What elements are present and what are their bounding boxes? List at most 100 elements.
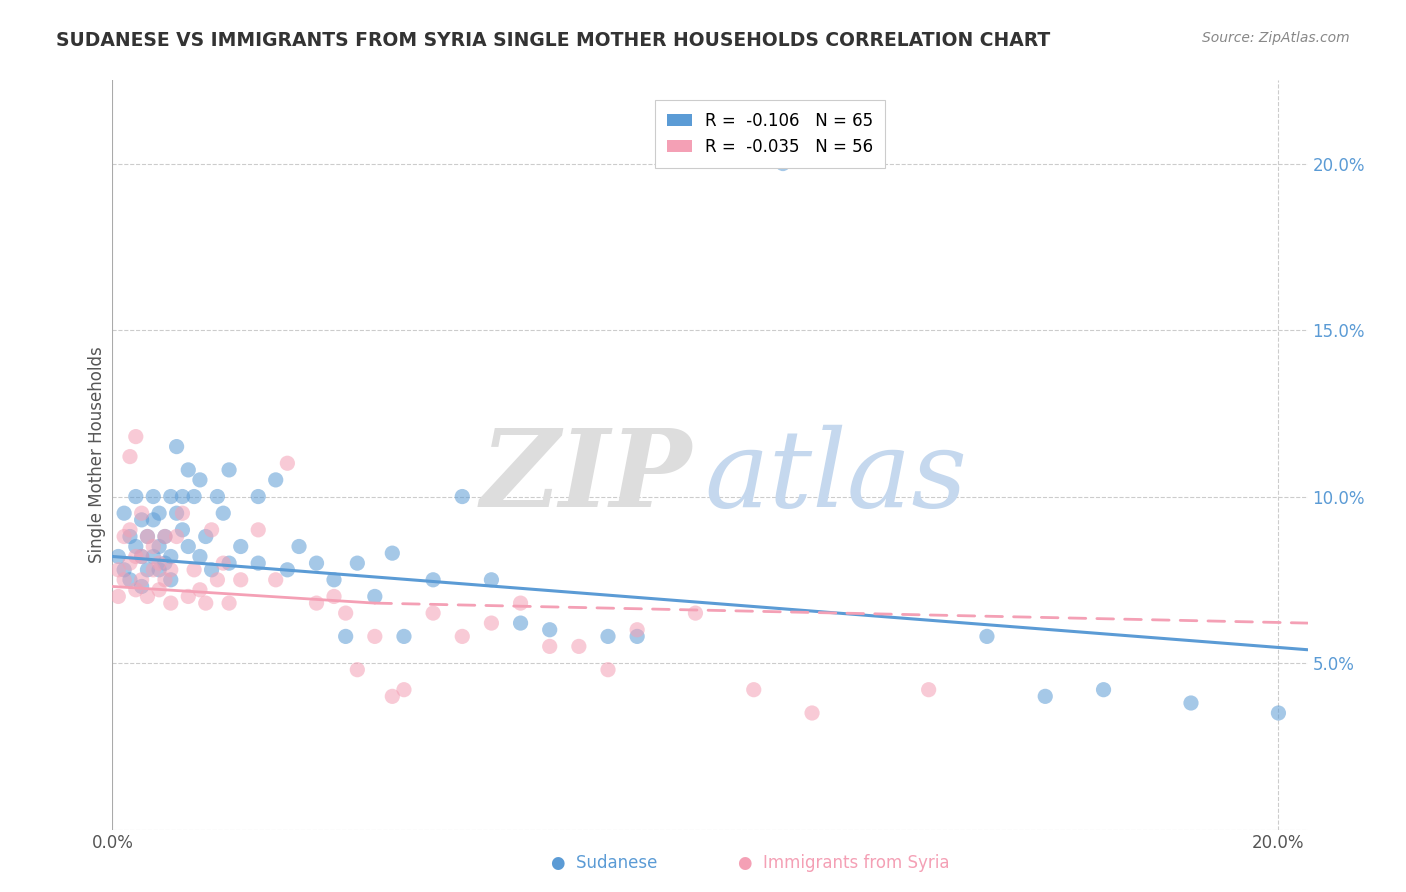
Point bbox=[188, 582, 211, 597]
Point bbox=[107, 563, 129, 577]
Point bbox=[153, 529, 176, 543]
Point bbox=[112, 529, 135, 543]
Point bbox=[131, 579, 153, 593]
Point bbox=[976, 629, 998, 643]
Point bbox=[626, 623, 648, 637]
Point bbox=[276, 563, 298, 577]
Point bbox=[194, 596, 217, 610]
Text: SUDANESE VS IMMIGRANTS FROM SYRIA SINGLE MOTHER HOUSEHOLDS CORRELATION CHART: SUDANESE VS IMMIGRANTS FROM SYRIA SINGLE… bbox=[56, 31, 1050, 50]
Point bbox=[346, 556, 368, 570]
Point bbox=[159, 490, 181, 504]
Point bbox=[451, 490, 474, 504]
Point bbox=[112, 563, 135, 577]
Point bbox=[288, 540, 311, 554]
Point bbox=[1180, 696, 1202, 710]
Point bbox=[212, 556, 235, 570]
Point bbox=[381, 690, 404, 704]
Point bbox=[538, 640, 561, 654]
Point bbox=[183, 563, 205, 577]
Point bbox=[323, 573, 346, 587]
Point bbox=[264, 473, 287, 487]
Point bbox=[136, 529, 159, 543]
Point bbox=[194, 529, 217, 543]
Point bbox=[148, 556, 170, 570]
Point bbox=[346, 663, 368, 677]
Point bbox=[247, 490, 270, 504]
Point bbox=[177, 463, 200, 477]
Point bbox=[148, 540, 170, 554]
Point bbox=[218, 556, 240, 570]
Point bbox=[136, 563, 159, 577]
Point bbox=[177, 540, 200, 554]
Y-axis label: Single Mother Households: Single Mother Households bbox=[87, 347, 105, 563]
Point bbox=[153, 529, 176, 543]
Point bbox=[200, 523, 222, 537]
Point bbox=[118, 450, 141, 464]
Point bbox=[568, 640, 591, 654]
Point bbox=[685, 606, 707, 620]
Point bbox=[335, 606, 357, 620]
Point bbox=[212, 506, 235, 520]
Point bbox=[172, 523, 194, 537]
Point bbox=[159, 549, 181, 564]
Point bbox=[136, 529, 159, 543]
Legend: R =  -0.106   N = 65, R =  -0.035   N = 56: R = -0.106 N = 65, R = -0.035 N = 56 bbox=[655, 100, 884, 168]
Point bbox=[125, 540, 148, 554]
Point bbox=[247, 556, 270, 570]
Point bbox=[142, 513, 165, 527]
Point bbox=[200, 563, 222, 577]
Point bbox=[742, 682, 765, 697]
Point bbox=[136, 590, 159, 604]
Point bbox=[142, 549, 165, 564]
Point bbox=[305, 556, 328, 570]
Point bbox=[131, 549, 153, 564]
Point bbox=[142, 540, 165, 554]
Point bbox=[1033, 690, 1056, 704]
Point bbox=[159, 573, 181, 587]
Point bbox=[166, 529, 188, 543]
Point bbox=[364, 590, 387, 604]
Point bbox=[142, 490, 165, 504]
Point bbox=[451, 629, 474, 643]
Point bbox=[188, 549, 211, 564]
Point bbox=[218, 596, 240, 610]
Point bbox=[125, 582, 148, 597]
Point bbox=[422, 573, 444, 587]
Point bbox=[118, 556, 141, 570]
Point bbox=[364, 629, 387, 643]
Point bbox=[112, 506, 135, 520]
Point bbox=[381, 546, 404, 560]
Point bbox=[118, 523, 141, 537]
Text: ●  Sudanese: ● Sudanese bbox=[551, 855, 658, 872]
Point bbox=[276, 456, 298, 470]
Text: ●  Immigrants from Syria: ● Immigrants from Syria bbox=[738, 855, 949, 872]
Point bbox=[229, 540, 252, 554]
Point bbox=[153, 573, 176, 587]
Point bbox=[335, 629, 357, 643]
Point bbox=[148, 563, 170, 577]
Point bbox=[172, 490, 194, 504]
Point bbox=[166, 506, 188, 520]
Point bbox=[112, 573, 135, 587]
Point bbox=[107, 549, 129, 564]
Point bbox=[229, 573, 252, 587]
Point bbox=[131, 549, 153, 564]
Point bbox=[772, 156, 794, 170]
Point bbox=[207, 573, 229, 587]
Point bbox=[148, 506, 170, 520]
Point bbox=[125, 429, 148, 443]
Point bbox=[148, 582, 170, 597]
Point bbox=[481, 573, 503, 587]
Point bbox=[125, 490, 148, 504]
Point bbox=[917, 682, 939, 697]
Point bbox=[596, 663, 619, 677]
Point bbox=[125, 549, 148, 564]
Point bbox=[131, 573, 153, 587]
Text: ZIP: ZIP bbox=[481, 425, 692, 531]
Point bbox=[392, 682, 415, 697]
Point bbox=[1267, 706, 1289, 720]
Point bbox=[422, 606, 444, 620]
Point bbox=[1092, 682, 1115, 697]
Point bbox=[247, 523, 270, 537]
Point bbox=[159, 596, 181, 610]
